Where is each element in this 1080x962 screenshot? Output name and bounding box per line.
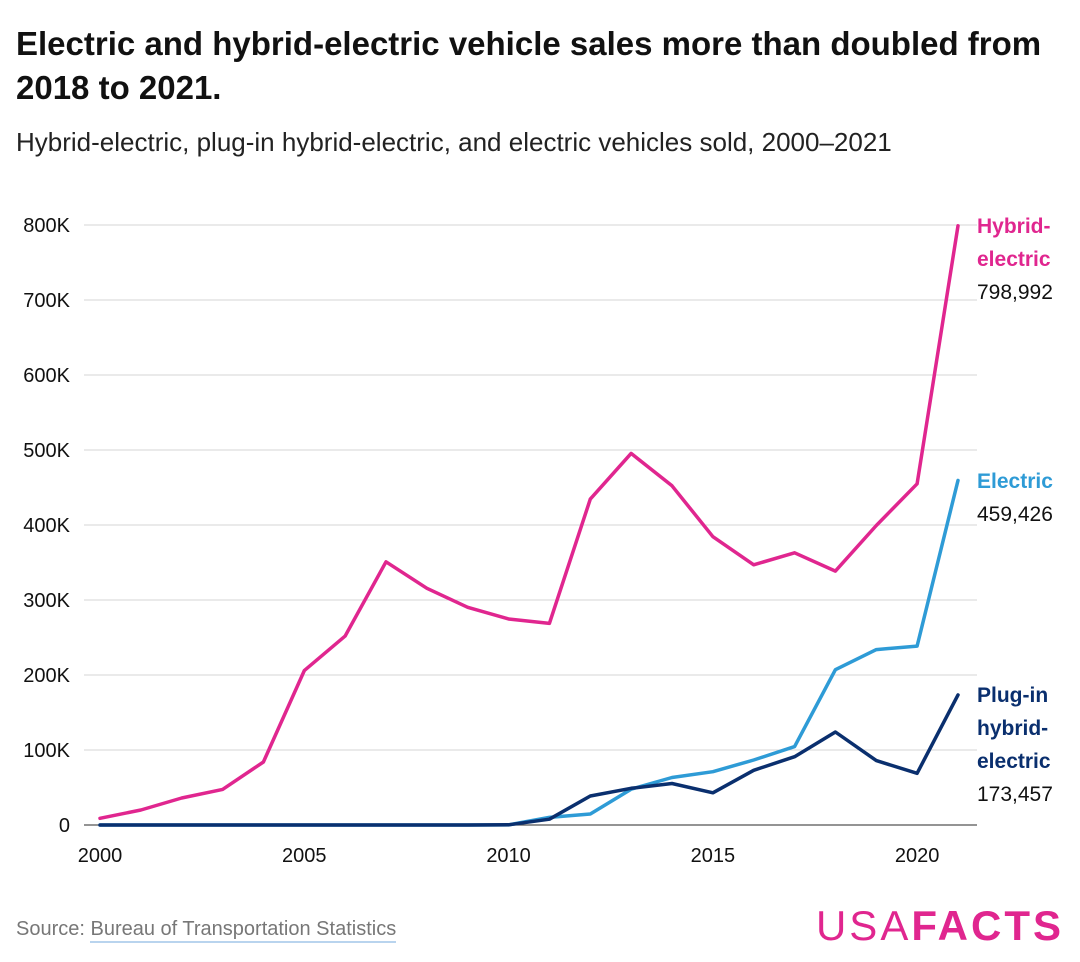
series-label-hybrid: electric xyxy=(977,248,1051,271)
series-label-plugin: Plug-in xyxy=(977,684,1048,707)
x-tick-label: 2010 xyxy=(486,845,531,867)
series-label-electric: Electric xyxy=(977,470,1053,493)
y-tick-label: 0 xyxy=(59,815,70,837)
gridlines xyxy=(84,224,977,826)
logo-facts: FACTS xyxy=(911,902,1064,949)
source-prefix: Source: xyxy=(16,918,91,940)
x-tick-label: 2005 xyxy=(282,845,327,867)
x-axis-ticks: 2000 2005 2010 2015 2020 xyxy=(78,845,940,867)
y-tick-label: 300K xyxy=(23,590,70,612)
series-label-plugin: electric xyxy=(977,750,1051,773)
x-tick-label: 2020 xyxy=(895,845,940,867)
y-tick-label: 500K xyxy=(23,440,70,462)
y-tick-label: 600K xyxy=(23,365,70,387)
logo-usa: USA xyxy=(815,902,912,949)
series-line-hybrid xyxy=(98,224,960,821)
series-line-plugin xyxy=(98,693,960,827)
y-tick-label: 800K xyxy=(23,215,70,237)
series-label-plugin: hybrid- xyxy=(977,717,1048,740)
y-axis-ticks: 0 100K 200K 300K 400K 500K 600K 700K 800K xyxy=(23,215,70,837)
series-label-hybrid: Hybrid- xyxy=(977,215,1051,238)
source-link[interactable]: Bureau of Transportation Statistics xyxy=(90,918,397,943)
x-tick-label: 2000 xyxy=(78,845,123,867)
y-tick-label: 700K xyxy=(23,290,70,312)
chart-title: Electric and hybrid-electric vehicle sal… xyxy=(16,25,1042,106)
series-lines xyxy=(98,224,960,827)
y-tick-label: 200K xyxy=(23,665,70,687)
chart-subtitle: Hybrid-electric, plug-in hybrid-electric… xyxy=(16,127,892,157)
series-end-value-electric: 459,426 xyxy=(977,503,1053,526)
series-labels: Hybrid-electric 798,992 Electric 459,426 Plu… xyxy=(977,215,1053,806)
series-end-value-hybrid: 798,992 xyxy=(977,281,1053,304)
source-footer: Source: Bureau of Transportation Statist… xyxy=(16,918,397,943)
series-end-value-plugin: 173,457 xyxy=(977,783,1053,806)
x-tick-label: 2015 xyxy=(691,845,736,867)
usafacts-logo[interactable]: USAFACTS xyxy=(816,902,1064,950)
y-tick-label: 400K xyxy=(23,515,70,537)
series-line-electric xyxy=(98,478,960,827)
y-tick-label: 100K xyxy=(23,740,70,762)
